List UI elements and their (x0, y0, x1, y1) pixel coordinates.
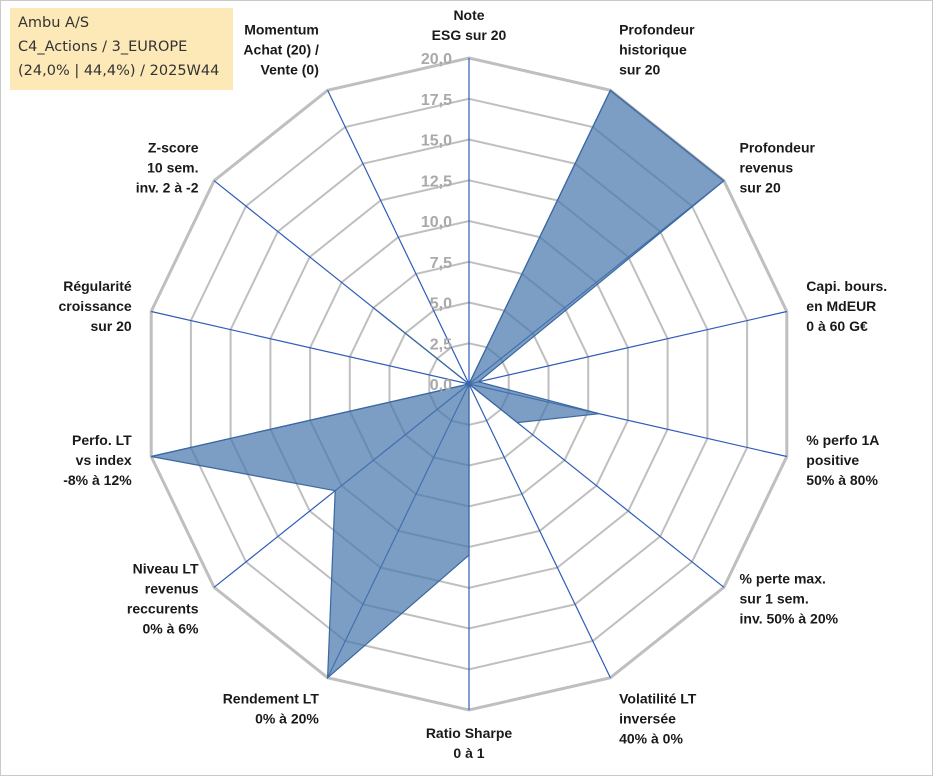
tick-label-0: 0,0 (430, 377, 452, 394)
axis-label-line: ESG sur 20 (432, 27, 507, 43)
axis-label-line: en MdEUR (806, 298, 876, 314)
axis-label-line: inversée (619, 711, 676, 727)
axis-label-line: historique (619, 41, 687, 57)
axis-label-line: reccurents (127, 601, 199, 617)
axis-label-3: Capi. bours. en MdEUR 0 à 60 G€ (806, 278, 887, 334)
axis-label-line: sur 1 sem. (740, 591, 809, 607)
axis-label-line: croissance (59, 298, 132, 314)
axis-label-line: Vente (0) (261, 61, 319, 77)
axis-label-10: Perfo. LT vs index -8% à 12% (63, 432, 132, 488)
axis-label-line: Volatilité LT (619, 691, 697, 707)
tick-label-3: 7,5 (430, 255, 452, 272)
axis-label-line: Régularité (63, 278, 132, 294)
axis-label-line: 50% à 80% (806, 472, 878, 488)
axis-label-line: Note (453, 7, 484, 23)
category-label: C4_Actions / 3_EUROPE (18, 39, 188, 55)
spoke-6 (468, 383, 611, 678)
tick-label-2: 5,0 (430, 296, 452, 313)
axis-label-line: vs index (76, 452, 132, 468)
axis-label-line: -8% à 12% (63, 472, 132, 488)
axis-label-5: % perte max. sur 1 sem. inv. 50% à 20% (740, 571, 839, 627)
axis-label-line: revenus (740, 159, 794, 175)
axis-label-line: positive (806, 452, 859, 468)
series-area-0 (151, 89, 725, 680)
axis-label-line: Profondeur (619, 21, 695, 37)
axis-label-7: Ratio Sharpe 0 à 1 (426, 725, 513, 761)
axis-label-line: Z-score (148, 139, 199, 155)
axis-label-line: revenus (145, 581, 199, 597)
axis-label-line: Achat (20) / (243, 41, 319, 57)
axis-label-line: % perte max. (740, 571, 826, 587)
axis-label-line: Niveau LT (133, 561, 199, 577)
axis-label-9: Niveau LT revenus reccurents 0% à 6% (127, 561, 199, 637)
axis-label-line: Rendement LT (223, 691, 320, 707)
tick-label-7: 17,5 (421, 92, 452, 109)
spoke-13 (327, 90, 470, 385)
axis-label-line: Profondeur (740, 139, 816, 155)
spoke-3 (468, 310, 787, 385)
axis-label-line: 0% à 6% (142, 621, 199, 637)
axis-label-line: 40% à 0% (619, 731, 683, 747)
axis-label-11: Régularité croissance sur 20 (59, 278, 132, 334)
axis-label-13: Momentum Achat (20) / Vente (0) (243, 21, 319, 77)
company-name: Ambu A/S (18, 15, 90, 31)
tick-label-6: 15,0 (421, 133, 452, 150)
axis-label-line: 0 à 1 (453, 745, 484, 761)
axis-label-1: Profondeur historique sur 20 (619, 21, 695, 77)
axis-label-6: Volatilité LT inversée 40% à 0% (619, 691, 697, 747)
stats-label: (24,0% | 44,4%) / 2025W44 (18, 63, 220, 79)
axis-label-4: % perfo 1A positive 50% à 80% (806, 432, 879, 488)
axis-label-line: sur 20 (619, 61, 660, 77)
tick-label-4: 10,0 (421, 214, 452, 231)
axis-label-12: Z-score 10 sem. inv. 2 à -2 (136, 139, 199, 195)
tick-label-5: 12,5 (421, 173, 452, 190)
axis-label-line: inv. 50% à 20% (740, 611, 839, 627)
axis-label-line: Perfo. LT (72, 432, 132, 448)
spoke-11 (151, 310, 470, 385)
axis-label-line: Momentum (244, 21, 319, 37)
axis-label-0: Note ESG sur 20 (432, 7, 507, 43)
info-box: Ambu A/S C4_Actions / 3_EUROPE (24,0% | … (10, 8, 233, 90)
axis-label-line: sur 20 (90, 318, 131, 334)
axis-label-line: 0 à 60 G€ (806, 318, 868, 334)
tick-label-8: 20,0 (421, 51, 452, 68)
tick-label-1: 2,5 (430, 336, 452, 353)
axis-label-line: 10 sem. (147, 159, 198, 175)
axis-label-line: Ratio Sharpe (426, 725, 513, 741)
axis-label-line: 0% à 20% (255, 711, 319, 727)
axis-label-2: Profondeur revenus sur 20 (740, 139, 816, 195)
axis-label-line: inv. 2 à -2 (136, 179, 199, 195)
axis-label-line: sur 20 (740, 179, 781, 195)
axis-label-line: % perfo 1A (806, 432, 879, 448)
axis-label-8: Rendement LT 0% à 20% (223, 691, 320, 727)
axis-label-line: Capi. bours. (806, 278, 887, 294)
